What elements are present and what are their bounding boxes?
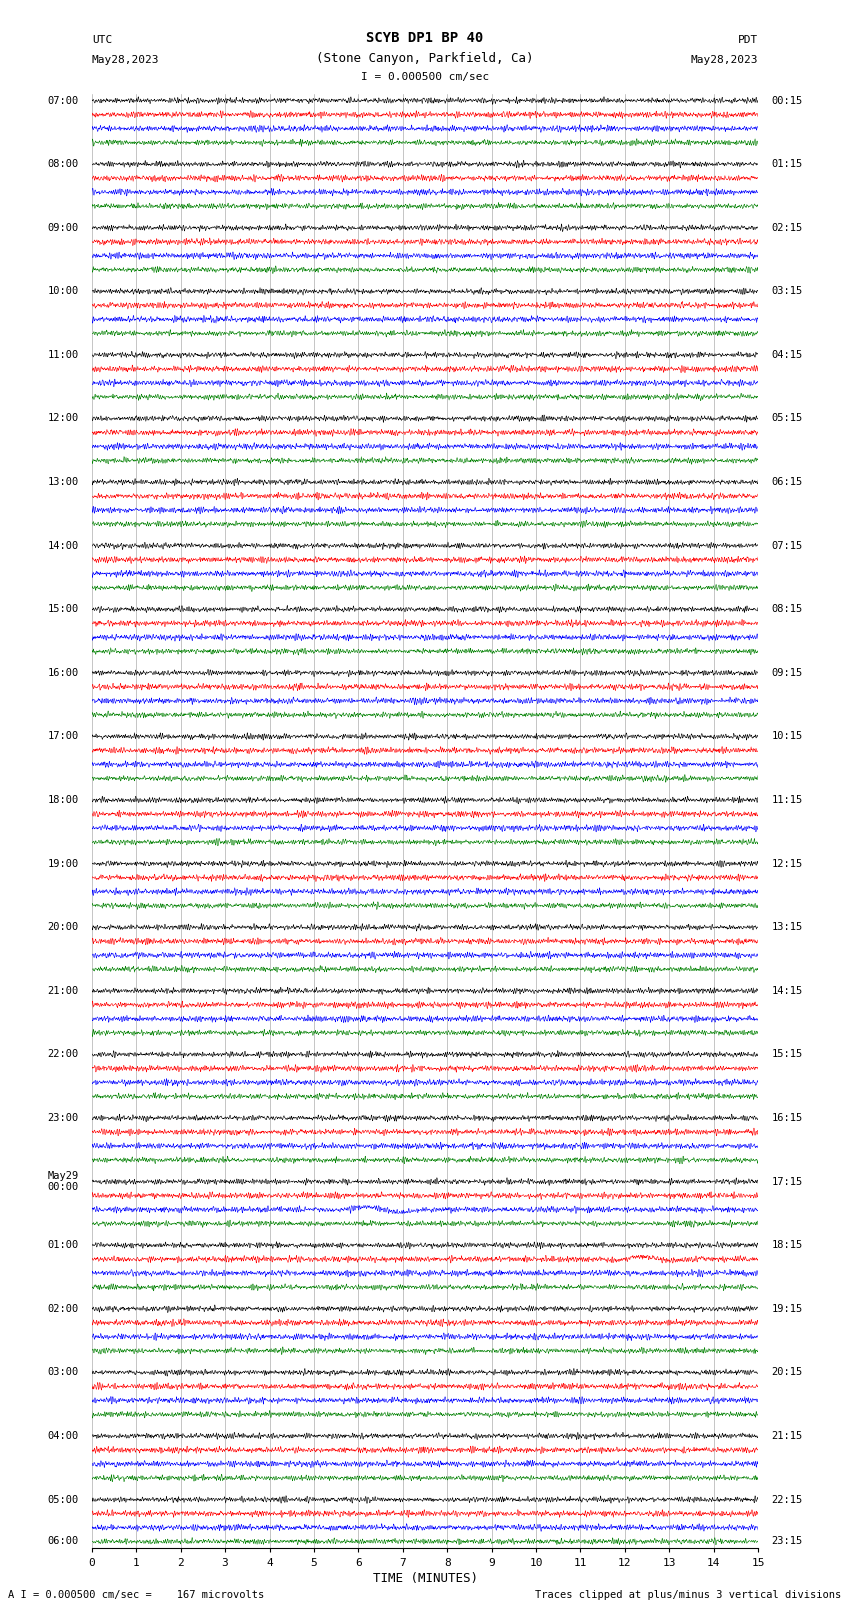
Text: 03:15: 03:15 <box>772 287 802 297</box>
Text: 01:00: 01:00 <box>48 1240 78 1250</box>
Text: 23:15: 23:15 <box>772 1537 802 1547</box>
Text: 20:00: 20:00 <box>48 923 78 932</box>
Text: 07:15: 07:15 <box>772 540 802 550</box>
Text: 18:00: 18:00 <box>48 795 78 805</box>
Text: 19:00: 19:00 <box>48 858 78 869</box>
Text: 17:15: 17:15 <box>772 1176 802 1187</box>
Text: 05:15: 05:15 <box>772 413 802 424</box>
Text: 12:15: 12:15 <box>772 858 802 869</box>
Text: 05:00: 05:00 <box>48 1495 78 1505</box>
Text: 16:15: 16:15 <box>772 1113 802 1123</box>
Text: May29
00:00: May29 00:00 <box>48 1171 78 1192</box>
Text: I = 0.000500 cm/sec: I = 0.000500 cm/sec <box>361 73 489 82</box>
Text: 14:15: 14:15 <box>772 986 802 995</box>
Text: 12:00: 12:00 <box>48 413 78 424</box>
Text: 02:00: 02:00 <box>48 1303 78 1313</box>
Text: 01:15: 01:15 <box>772 160 802 169</box>
Text: May28,2023: May28,2023 <box>691 55 758 65</box>
Text: (Stone Canyon, Parkfield, Ca): (Stone Canyon, Parkfield, Ca) <box>316 52 534 65</box>
Text: 22:00: 22:00 <box>48 1050 78 1060</box>
Text: 09:00: 09:00 <box>48 223 78 232</box>
Text: SCYB DP1 BP 40: SCYB DP1 BP 40 <box>366 31 484 45</box>
Text: A I = 0.000500 cm/sec =    167 microvolts: A I = 0.000500 cm/sec = 167 microvolts <box>8 1590 264 1600</box>
Text: 07:00: 07:00 <box>48 95 78 105</box>
Text: 06:00: 06:00 <box>48 1537 78 1547</box>
Text: 19:15: 19:15 <box>772 1303 802 1313</box>
Text: 17:00: 17:00 <box>48 731 78 742</box>
Text: 23:00: 23:00 <box>48 1113 78 1123</box>
Text: 21:15: 21:15 <box>772 1431 802 1440</box>
Text: 13:15: 13:15 <box>772 923 802 932</box>
Text: 06:15: 06:15 <box>772 477 802 487</box>
Text: 22:15: 22:15 <box>772 1495 802 1505</box>
Text: 15:15: 15:15 <box>772 1050 802 1060</box>
Text: 08:00: 08:00 <box>48 160 78 169</box>
Text: 09:15: 09:15 <box>772 668 802 677</box>
Text: 02:15: 02:15 <box>772 223 802 232</box>
Text: UTC: UTC <box>92 35 112 45</box>
Text: Traces clipped at plus/minus 3 vertical divisions: Traces clipped at plus/minus 3 vertical … <box>536 1590 842 1600</box>
Text: 15:00: 15:00 <box>48 605 78 615</box>
Text: 00:15: 00:15 <box>772 95 802 105</box>
Text: 21:00: 21:00 <box>48 986 78 995</box>
Text: 10:00: 10:00 <box>48 287 78 297</box>
Text: 10:15: 10:15 <box>772 731 802 742</box>
Text: PDT: PDT <box>738 35 758 45</box>
Text: 11:15: 11:15 <box>772 795 802 805</box>
Text: 04:15: 04:15 <box>772 350 802 360</box>
Text: 11:00: 11:00 <box>48 350 78 360</box>
Text: 04:00: 04:00 <box>48 1431 78 1440</box>
Text: May28,2023: May28,2023 <box>92 55 159 65</box>
Text: 14:00: 14:00 <box>48 540 78 550</box>
X-axis label: TIME (MINUTES): TIME (MINUTES) <box>372 1571 478 1584</box>
Text: 20:15: 20:15 <box>772 1368 802 1378</box>
Text: 03:00: 03:00 <box>48 1368 78 1378</box>
Text: 18:15: 18:15 <box>772 1240 802 1250</box>
Text: 13:00: 13:00 <box>48 477 78 487</box>
Text: 16:00: 16:00 <box>48 668 78 677</box>
Text: 08:15: 08:15 <box>772 605 802 615</box>
